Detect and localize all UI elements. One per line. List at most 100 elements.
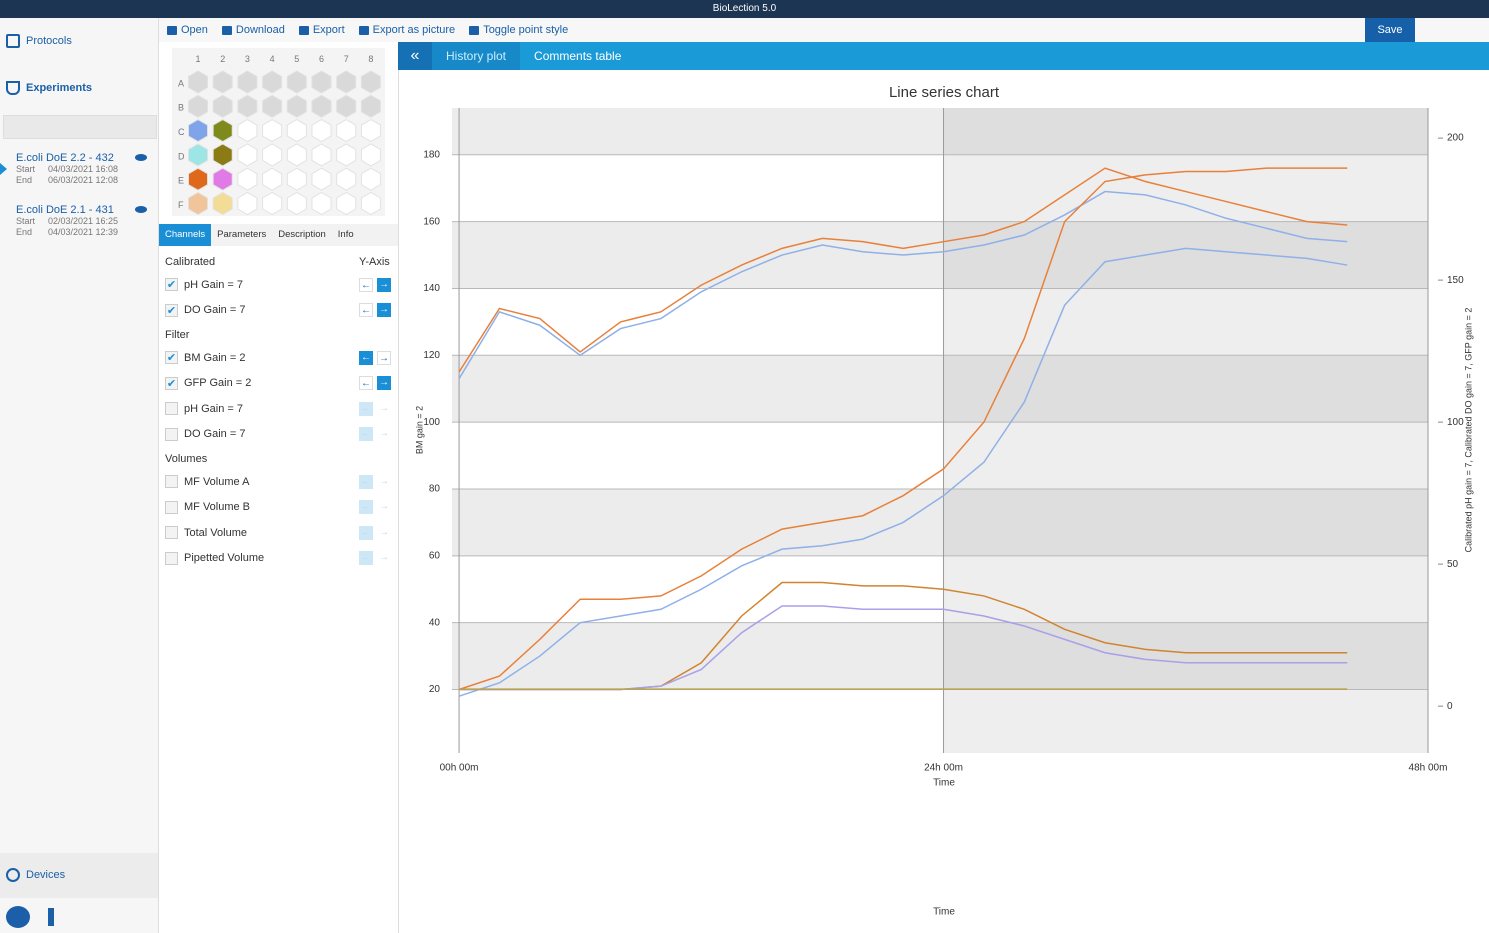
checkbox[interactable] [165, 475, 178, 489]
axis-arrow[interactable]: → [377, 500, 391, 515]
experiment-item[interactable]: E.coli DoE 2.2 - 432 Start 04/03/2021 16:0… [16, 152, 151, 186]
panel-tab[interactable]: Info [337, 229, 354, 240]
collapse-button[interactable]: « [398, 42, 432, 70]
well[interactable] [336, 167, 357, 191]
checkbox[interactable]: ✔ [165, 303, 178, 317]
axis-arrow[interactable]: ← [359, 427, 373, 442]
well[interactable] [262, 191, 283, 216]
well[interactable] [212, 191, 233, 216]
checkbox[interactable]: ✔ [165, 376, 178, 390]
well[interactable] [336, 94, 357, 118]
well[interactable] [360, 119, 381, 143]
visibility-icon[interactable] [135, 154, 147, 161]
well[interactable] [360, 191, 381, 216]
devices-row[interactable]: Devices [0, 853, 158, 898]
well[interactable] [286, 70, 307, 94]
well[interactable] [311, 70, 332, 94]
well[interactable] [237, 167, 258, 191]
well[interactable] [286, 94, 307, 118]
well[interactable] [262, 143, 283, 167]
checkbox[interactable]: ✔ [165, 278, 178, 292]
toolbar-button[interactable]: Export [298, 24, 345, 36]
axis-arrow[interactable]: ← [359, 376, 373, 391]
well[interactable] [311, 143, 332, 167]
search-box[interactable] [3, 115, 157, 139]
axis-arrow[interactable]: → [377, 350, 391, 365]
well[interactable] [336, 191, 357, 216]
panel-tab[interactable]: Channels [159, 224, 212, 246]
well[interactable] [212, 94, 233, 118]
checkbox[interactable] [165, 402, 178, 416]
axis-arrow[interactable]: ← [359, 474, 373, 489]
toolbar-button[interactable]: Download [221, 24, 285, 36]
well[interactable] [262, 94, 283, 118]
well[interactable] [311, 119, 332, 143]
well[interactable] [311, 167, 332, 191]
well[interactable] [187, 119, 209, 143]
axis-arrow[interactable]: → [377, 277, 391, 292]
well[interactable] [212, 167, 233, 191]
info-icon[interactable] [48, 908, 54, 926]
well[interactable] [187, 143, 209, 167]
well[interactable] [336, 119, 357, 143]
toolbar-button[interactable]: Toggle point style [469, 24, 568, 36]
axis-arrow[interactable]: ← [359, 303, 373, 318]
well[interactable] [360, 70, 381, 94]
axis-arrow[interactable]: → [377, 474, 391, 489]
panel-tab[interactable]: Description [278, 229, 326, 240]
axis-arrow[interactable]: ← [359, 551, 373, 566]
well[interactable] [187, 191, 209, 216]
settings-icon[interactable] [6, 906, 30, 928]
axis-arrow[interactable]: → [377, 401, 391, 416]
well[interactable] [311, 94, 332, 118]
well[interactable] [237, 143, 258, 167]
view-tab[interactable]: Comments table [534, 49, 622, 63]
well[interactable] [237, 94, 258, 118]
checkbox[interactable] [165, 500, 178, 514]
well[interactable] [286, 191, 307, 216]
well[interactable] [187, 70, 209, 94]
toolbar-button[interactable]: Open [167, 24, 208, 36]
well[interactable] [336, 143, 357, 167]
axis-arrow[interactable]: → [377, 551, 391, 566]
well[interactable] [187, 167, 209, 191]
checkbox[interactable] [165, 551, 178, 565]
nav-protocols[interactable]: Protocols [6, 34, 72, 48]
well[interactable] [212, 70, 233, 94]
well[interactable] [336, 70, 357, 94]
experiment-item[interactable]: E.coli DoE 2.1 - 431 Start 02/03/2021 16:2… [16, 204, 151, 238]
axis-arrow[interactable]: → [377, 427, 391, 442]
axis-arrow[interactable]: ← [359, 277, 373, 292]
checkbox[interactable] [165, 427, 178, 441]
well[interactable] [262, 70, 283, 94]
well[interactable] [262, 167, 283, 191]
view-tab[interactable]: History plot [432, 42, 521, 70]
axis-arrow[interactable]: → [377, 303, 391, 318]
visibility-icon[interactable] [135, 206, 147, 213]
well[interactable] [237, 70, 258, 94]
axis-arrow[interactable]: ← [359, 401, 373, 416]
well[interactable] [286, 143, 307, 167]
well[interactable] [212, 119, 233, 143]
panel-tab[interactable]: Parameters [217, 229, 267, 240]
well[interactable] [311, 191, 332, 216]
checkbox[interactable] [165, 526, 178, 540]
well[interactable] [187, 94, 209, 118]
well[interactable] [360, 94, 381, 118]
toolbar-button[interactable]: Export as picture [358, 24, 455, 36]
well[interactable] [286, 119, 307, 143]
well[interactable] [360, 167, 381, 191]
axis-arrow[interactable]: → [377, 525, 391, 540]
well[interactable] [286, 167, 307, 191]
axis-arrow[interactable]: ← [359, 350, 373, 365]
well[interactable] [237, 191, 258, 216]
axis-arrow[interactable]: → [377, 376, 391, 391]
nav-experiments[interactable]: Experiments [6, 81, 92, 95]
axis-arrow[interactable]: ← [359, 500, 373, 515]
axis-arrow[interactable]: ← [359, 525, 373, 540]
well[interactable] [360, 143, 381, 167]
checkbox[interactable]: ✔ [165, 351, 178, 365]
well[interactable] [262, 119, 283, 143]
well[interactable] [212, 143, 233, 167]
save-button[interactable]: Save [1365, 18, 1415, 42]
